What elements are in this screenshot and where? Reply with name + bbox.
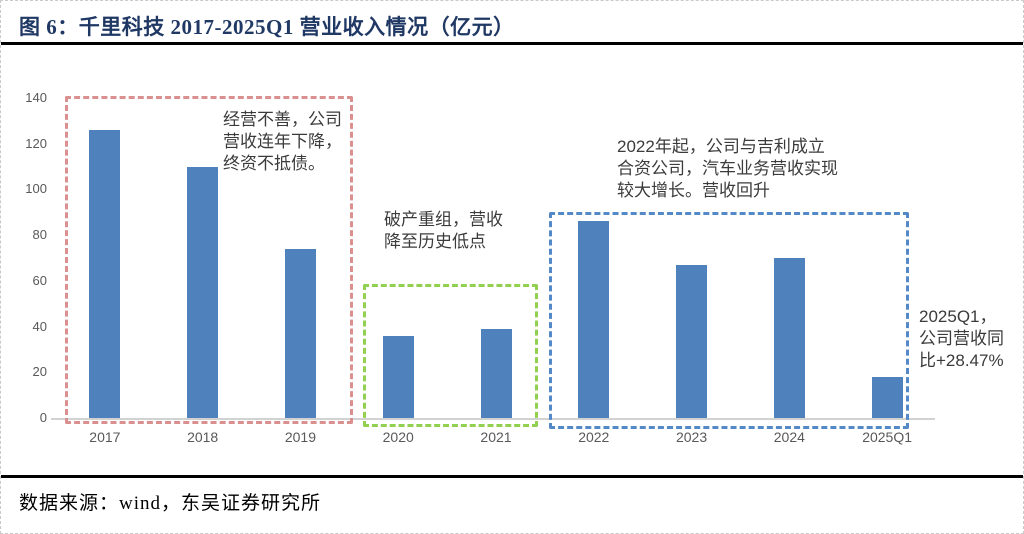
annotation-box-restructuring-period [363, 284, 538, 427]
bar-2023 [676, 264, 708, 418]
annotation-box-decline-period [65, 96, 353, 424]
bar-2024 [773, 258, 805, 418]
bar-2019 [284, 248, 316, 418]
bar-2017 [89, 130, 121, 418]
bar-2020 [382, 335, 414, 418]
annotation-text-restructuring: 破产重组，营收 降至历史低点 [384, 210, 503, 251]
y-tick-label-80: 80 [32, 227, 47, 243]
x-tick-label-2025Q1: 2025Q1 [862, 429, 913, 445]
x-tick-label-2023: 2023 [675, 429, 708, 445]
x-axis-line [51, 418, 935, 420]
data-source-text: 数据来源：wind，东吴证券研究所 [19, 493, 322, 514]
bar-2022 [578, 221, 610, 418]
annotation-text-2025q1-yoy: 2025Q1， 公司营收同 比+28.47% [919, 307, 1004, 370]
y-tick-label-100: 100 [25, 181, 47, 197]
y-tick-label-60: 60 [32, 272, 47, 288]
bar-2025Q1 [871, 376, 903, 418]
x-tick-label-2020: 2020 [382, 429, 414, 445]
y-tick-label-40: 40 [32, 318, 47, 334]
x-tick-label-2021: 2021 [480, 429, 512, 445]
bar-2018 [187, 166, 219, 418]
y-tick-label-20: 20 [32, 364, 47, 380]
y-tick-label-140: 140 [25, 90, 47, 105]
title-divider-line [1, 42, 1023, 45]
x-tick-label-2022: 2022 [578, 429, 610, 445]
annotation-text-recovery: 2022年起，公司与吉利成立 合资公司，汽车业务营收实现 较大增长。营收回升 [617, 137, 838, 200]
annotation-box-recovery-period [549, 212, 909, 429]
footer-divider-line [1, 475, 1023, 478]
y-tick-label-120: 120 [25, 135, 47, 151]
bar-2021 [480, 328, 512, 418]
figure-title: 图 6：千里科技 2017-2025Q1 营业收入情况（亿元） [19, 15, 515, 39]
x-tick-label-2017: 2017 [89, 429, 121, 445]
annotation-text-decline: 经营不善，公司 营收连年下降， 终资不抵债。 [223, 110, 342, 173]
y-tick-label-0: 0 [39, 410, 47, 425]
x-tick-label-2019: 2019 [284, 429, 317, 445]
x-tick-label-2024: 2024 [773, 429, 805, 445]
x-tick-label-2018: 2018 [187, 429, 219, 445]
